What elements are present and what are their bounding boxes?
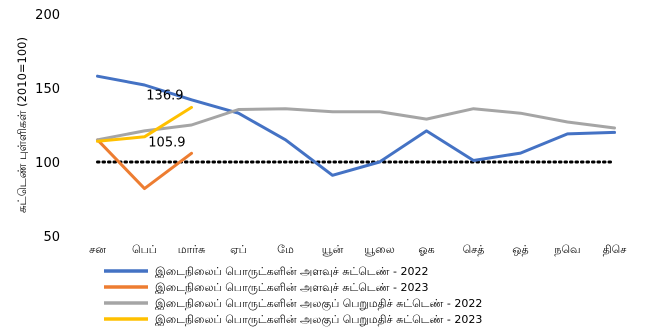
x-tick-label: யூலை <box>364 243 394 256</box>
data-label: 136.9 <box>146 88 183 103</box>
y-tick-label: 150 <box>35 82 60 97</box>
x-tick-label: மே <box>277 243 294 256</box>
series-group <box>96 74 616 191</box>
data-labels-group: 136.9 105.9 <box>146 88 185 150</box>
data-label: 105.9 <box>148 135 185 150</box>
x-tick-label: சன <box>89 243 106 256</box>
y-tick-label: 50 <box>43 230 60 245</box>
x-tick-label: பெப் <box>132 243 157 256</box>
x-tick-label: செத் <box>463 243 485 256</box>
legend-entry-4: இடைநிலைப் பொருட்களின் அலகுப் பெறுமதிச் ச… <box>155 313 482 328</box>
x-tick-label: ஏப் <box>230 243 247 256</box>
x-tick-label: ஒத் <box>512 243 528 256</box>
series-line-1 <box>96 74 616 177</box>
legend-entry-2: இடைநிலைப் பொருட்களின் அளவுச் சுட்டெண் - … <box>155 281 428 294</box>
x-tick-label: ஓக <box>418 243 434 256</box>
y-tick-label: 200 <box>35 8 60 23</box>
x-tick-label: மார்சு <box>178 243 206 256</box>
y-axis-label-group: சுட்டெண் புள்ளிகள் (2010=100) <box>15 37 29 213</box>
series-line-2 <box>96 138 193 191</box>
y-axis-label: சுட்டெண் புள்ளிகள் (2010=100) <box>15 37 29 213</box>
x-tick-labels: சன பெப் மார்சு ஏப் மே யூன் யூலை ஓக செத் ஒத் நவெ திச… <box>89 243 626 256</box>
legend-entry-1: இடைநிலைப் பொருட்களின் அளவுச் சுட்டெண் - … <box>155 265 428 278</box>
legend: இடைநிலைப் பொருட்களின் அளவுச் சுட்டெண் - … <box>104 265 482 328</box>
x-tick-label: யூன் <box>322 243 344 256</box>
legend-entry-3: இடைநிலைப் பொருட்களின் அலகுப் பெறுமதிச் ச… <box>155 297 482 312</box>
x-tick-label: நவெ <box>554 243 580 256</box>
x-tick-label: திசெ <box>603 243 627 256</box>
y-tick-labels: 50 100 150 200 <box>35 8 60 245</box>
y-tick-label: 100 <box>35 156 60 171</box>
series-line-4 <box>96 105 193 143</box>
series-line-3 <box>96 107 616 142</box>
